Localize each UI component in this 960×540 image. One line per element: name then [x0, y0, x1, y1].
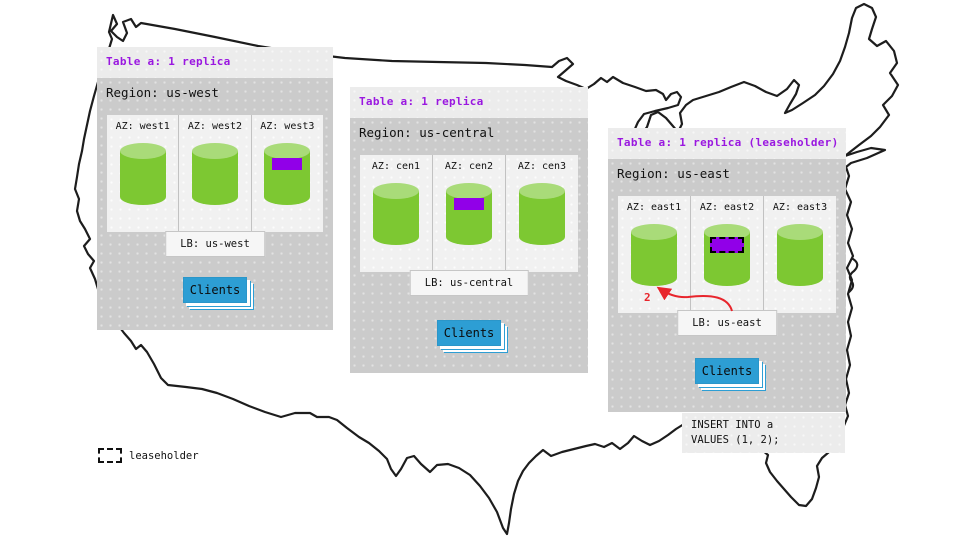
- load-balancer-us-east: LB: us-east: [677, 310, 777, 336]
- az-label: AZ: east3: [772, 202, 828, 213]
- az-label: AZ: east1: [626, 202, 682, 213]
- leaseholder-replica-bar: [710, 237, 744, 253]
- table-label: Table a: 1 replica: [359, 95, 484, 108]
- az-west2: AZ: west2: [179, 115, 252, 232]
- database-node-icon: [373, 183, 419, 245]
- az-label: AZ: cen3: [517, 161, 567, 172]
- database-node-icon: [191, 143, 238, 205]
- leaseholder-legend-label: leaseholder: [129, 449, 199, 462]
- az-west3: AZ: west3: [252, 115, 323, 232]
- database-node-icon: [519, 183, 565, 245]
- region-label: Region: us-east: [617, 166, 730, 181]
- sql-insert-line1: INSERT INTO a: [691, 419, 774, 431]
- east-coast-bay-scribble: [847, 257, 859, 294]
- database-node-icon: [777, 224, 823, 286]
- table-label: Table a: 1 replica: [106, 55, 231, 68]
- region-panel-us-west: Table a: 1 replica Region: us-west AZ: w…: [97, 47, 333, 330]
- sql-insert-line2: VALUES (1, 2);: [691, 434, 780, 446]
- az-east1: AZ: east1: [618, 196, 691, 313]
- table-header-us-west: Table a: 1 replica: [97, 47, 333, 78]
- database-node-icon: [446, 183, 492, 245]
- az-label: AZ: west1: [115, 121, 170, 132]
- az-group-us-east: AZ: east1 AZ: east2 AZ: east3: [618, 196, 836, 313]
- az-group-us-central: AZ: cen1 AZ: cen2 AZ: cen3: [360, 155, 578, 272]
- arrow-step-number: 2: [644, 291, 651, 304]
- az-east3: AZ: east3: [764, 196, 836, 313]
- az-label: AZ: west2: [187, 121, 243, 132]
- clients-box-us-west: Clients: [183, 277, 247, 303]
- sql-insert-note: INSERT INTO a VALUES (1, 2);: [682, 413, 845, 453]
- az-label: AZ: west3: [260, 121, 315, 132]
- database-node-icon: [631, 224, 677, 286]
- replica-bar: [454, 198, 484, 210]
- load-balancer-us-west: LB: us-west: [165, 231, 265, 257]
- leaseholder-swatch-icon: [98, 448, 122, 463]
- replica-bar: [272, 158, 303, 170]
- region-label: Region: us-central: [359, 125, 495, 140]
- clients-box-us-east: Clients: [695, 358, 759, 384]
- table-header-us-central: Table a: 1 replica: [350, 87, 588, 118]
- region-panel-us-east: Table a: 1 replica (leaseholder) Region:…: [608, 128, 846, 412]
- az-west1: AZ: west1: [107, 115, 180, 232]
- az-cen2: AZ: cen2: [433, 155, 506, 272]
- az-east2: AZ: east2: [691, 196, 764, 313]
- az-cen3: AZ: cen3: [506, 155, 578, 272]
- database-node-icon: [119, 143, 166, 205]
- az-label: AZ: east2: [699, 202, 755, 213]
- az-label: AZ: cen1: [371, 161, 421, 172]
- database-node-icon: [264, 143, 311, 205]
- az-cen1: AZ: cen1: [360, 155, 433, 272]
- table-header-us-east: Table a: 1 replica (leaseholder): [608, 128, 846, 159]
- leaseholder-legend: leaseholder: [98, 448, 199, 463]
- table-label: Table a: 1 replica (leaseholder): [617, 136, 839, 149]
- az-label: AZ: cen2: [444, 161, 494, 172]
- load-balancer-us-central: LB: us-central: [409, 270, 529, 296]
- az-group-us-west: AZ: west1 AZ: west2 AZ: west3: [107, 115, 323, 232]
- region-panel-us-central: Table a: 1 replica Region: us-central AZ…: [350, 87, 588, 373]
- clients-box-us-central: Clients: [437, 320, 501, 346]
- database-node-icon: [704, 224, 750, 286]
- region-label: Region: us-west: [106, 85, 219, 100]
